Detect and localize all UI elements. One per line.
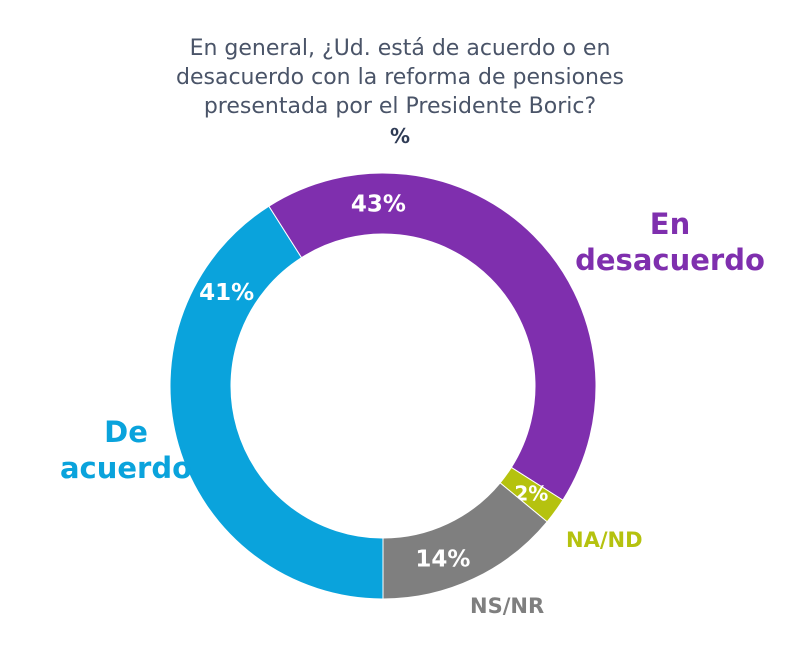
donut-slice-en-desacuerdo (268, 172, 597, 501)
chart-title: En general, ¿Ud. está de acuerdo o en de… (0, 34, 800, 121)
title-line-3: presentada por el Presidente Boric? (203, 94, 597, 119)
value-label-ns-nr: 14% (415, 546, 470, 572)
value-label-de-acuerdo: 41% (199, 280, 254, 306)
donut-slice-de-acuerdo (169, 205, 384, 600)
category-label-line: acuerdo (59, 451, 193, 485)
category-label-de-acuerdo: De acuerdo (56, 414, 196, 486)
category-label-ns-nr: NS/NR (470, 594, 545, 618)
donut-slice-ns-nr (382, 482, 548, 600)
category-label-line: De (104, 415, 148, 449)
category-label-line: desacuerdo (575, 243, 765, 277)
category-label-na-nd: NA/ND (566, 528, 643, 552)
category-label-en-desacuerdo: En desacuerdo (570, 206, 770, 278)
title-line-1: En general, ¿Ud. está de acuerdo o en (189, 36, 611, 61)
category-label-line: En (649, 207, 691, 241)
title-line-2: desacuerdo con la reforma de pensiones (176, 65, 624, 90)
value-label-en-desacuerdo: 43% (351, 192, 406, 218)
unit-label: % (389, 124, 411, 148)
